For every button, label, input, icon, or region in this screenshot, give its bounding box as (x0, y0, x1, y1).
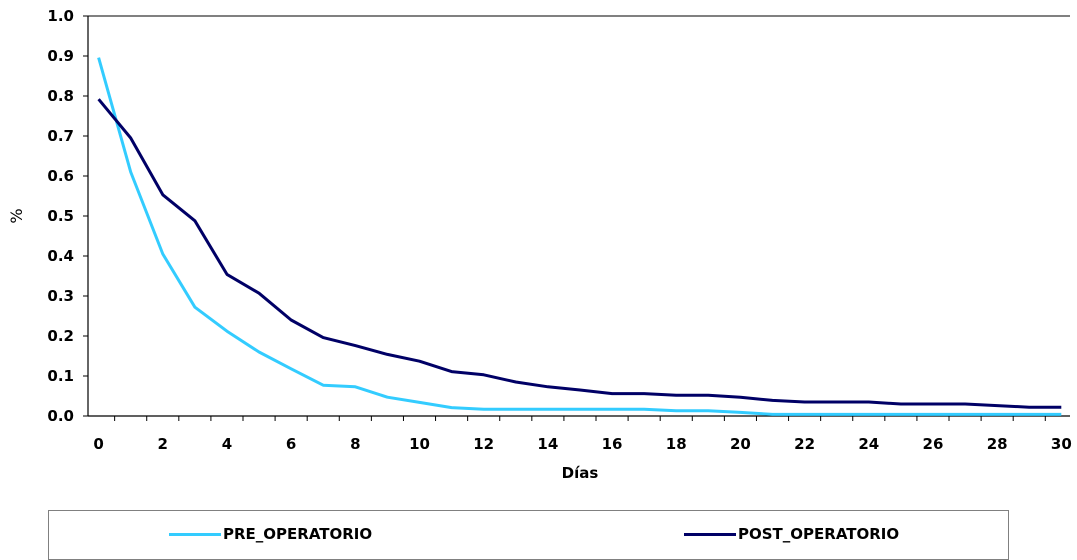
y-tick-label: 0.2 (47, 327, 74, 345)
y-tick-label: 0.5 (47, 207, 74, 225)
y-tick-label: 0.4 (47, 247, 74, 265)
legend-label-post: POST_OPERATORIO (738, 525, 900, 543)
y-tick-label: 0.6 (47, 167, 74, 185)
y-tick-label: 0.1 (47, 367, 74, 385)
y-axis-title: % (7, 208, 26, 223)
x-tick-label: 20 (730, 435, 751, 453)
x-tick-label: 4 (222, 435, 232, 453)
x-tick-label: 28 (987, 435, 1008, 453)
x-tick-label: 16 (602, 435, 623, 453)
x-axis-ticks: 0 2 4 6 8 10 12 14 16 18 20 22 24 26 28 30 (93, 416, 1072, 453)
legend-label-pre: PRE_OPERATORIO (223, 525, 373, 543)
x-tick-label: 14 (537, 435, 558, 453)
x-axis-title: Días (562, 464, 599, 482)
x-tick-label: 18 (666, 435, 687, 453)
x-tick-label: 30 (1051, 435, 1072, 453)
x-tick-label: 2 (158, 435, 168, 453)
x-tick-label: 6 (286, 435, 296, 453)
series-line-pre-operatorio (97, 57, 1062, 416)
y-tick-label: 0.3 (47, 287, 74, 305)
series-line-post-operatorio (97, 98, 1062, 409)
x-tick-label: 24 (858, 435, 879, 453)
legend-swatch-pre (169, 532, 221, 536)
legend: PRE_OPERATORIO POST_OPERATORIO (48, 510, 1009, 560)
x-tick-label: 0 (93, 435, 103, 453)
x-tick-label: 8 (350, 435, 360, 453)
x-tick-label: 10 (409, 435, 430, 453)
y-tick-label: 1.0 (47, 7, 74, 25)
x-tick-label: 26 (923, 435, 944, 453)
legend-swatch-post (684, 532, 736, 536)
x-tick-label: 22 (794, 435, 815, 453)
y-tick-label: 0.9 (47, 47, 74, 65)
legend-item-pre: PRE_OPERATORIO (169, 525, 372, 543)
y-axis-ticks: 0.0 0.1 0.2 0.3 0.4 0.5 0.6 0.7 0.8 0.9 1.0 (47, 7, 88, 425)
y-tick-label: 0.7 (47, 127, 74, 145)
series-lines (97, 57, 1062, 416)
plot-area (87, 15, 1070, 417)
y-tick-label: 0.0 (47, 407, 74, 425)
x-tick-label: 12 (473, 435, 494, 453)
y-tick-label: 0.8 (47, 87, 74, 105)
legend-item-post: POST_OPERATORIO (684, 525, 899, 543)
